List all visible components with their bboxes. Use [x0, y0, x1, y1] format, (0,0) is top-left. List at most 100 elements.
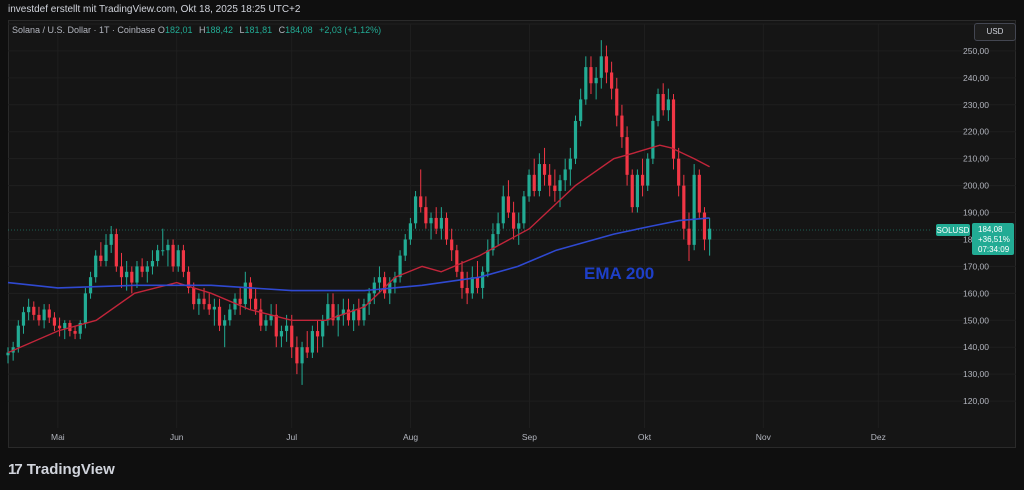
candle-body: [135, 266, 139, 283]
candle-body: [671, 99, 676, 159]
y-tick-label: 140,00: [963, 342, 989, 352]
candle-body: [145, 266, 149, 272]
candle-body: [78, 322, 82, 334]
candle-body: [73, 331, 77, 334]
price-tag: SOLUSD 184,08 +36,51% 07:34:09: [936, 223, 1014, 255]
candle-body: [692, 174, 696, 245]
candle-body: [413, 196, 418, 224]
tradingview-logo[interactable]: 17 TradingView: [8, 461, 115, 478]
candle-body: [202, 298, 206, 305]
candle-body: [279, 331, 284, 337]
candle-body: [548, 174, 552, 186]
candle-body: [27, 306, 31, 313]
candle-body: [542, 164, 547, 175]
candle-body: [63, 322, 67, 329]
y-tick-label: 120,00: [963, 396, 989, 406]
candle-body: [610, 72, 614, 89]
candle-body: [228, 309, 232, 321]
candle-body: [579, 99, 583, 121]
y-axis: 120,00130,00140,00150,00160,00170,00180,…: [963, 46, 989, 406]
candle-body: [465, 287, 469, 294]
x-tick-label: Mai: [51, 432, 65, 442]
candle-body: [537, 164, 541, 191]
candle-body: [16, 325, 20, 348]
candle-body: [615, 88, 619, 116]
candle-body: [367, 293, 371, 305]
candle-body: [181, 250, 186, 272]
candle-body: [434, 217, 438, 229]
top-bar: investdef erstellt mit TradingView.com, …: [0, 0, 1024, 20]
y-tick-label: 240,00: [963, 73, 989, 83]
candle-body: [130, 271, 134, 283]
candle-body: [362, 304, 366, 321]
candle-body: [88, 277, 93, 294]
candle-body: [269, 314, 273, 321]
candle-body: [383, 277, 387, 294]
candle-body: [254, 298, 258, 310]
candle-body: [398, 255, 402, 278]
candle-body: [470, 277, 474, 294]
candle-body: [419, 196, 423, 208]
candle-body: [284, 325, 289, 332]
candle-body: [264, 320, 268, 326]
x-tick-label: Okt: [638, 432, 652, 442]
y-tick-label: 190,00: [963, 208, 989, 218]
price-tag-box: [972, 223, 1014, 255]
candle-body: [594, 77, 598, 84]
candle-body: [274, 314, 278, 337]
close-value: 184,08: [285, 25, 313, 35]
candle-body: [496, 223, 500, 235]
candle-body: [52, 317, 57, 326]
candle-body: [352, 309, 356, 321]
candle-body: [651, 120, 655, 159]
candle-body: [326, 304, 330, 321]
y-tick-label: 130,00: [963, 369, 989, 379]
candle-body: [372, 282, 376, 294]
candle-body: [589, 67, 593, 84]
x-tick-label: Nov: [756, 432, 772, 442]
candle-body: [156, 250, 160, 262]
candle-body: [444, 217, 449, 240]
candle-body: [300, 347, 304, 364]
credit-text: investdef erstellt mit TradingView.com, …: [8, 4, 301, 15]
y-tick-label: 250,00: [963, 46, 989, 56]
price-tag-change: +36,51%: [978, 235, 1010, 244]
x-tick-label: Aug: [403, 432, 418, 442]
candle-body: [697, 174, 701, 213]
currency-button[interactable]: USD: [974, 23, 1016, 41]
x-tick-label: Sep: [522, 432, 537, 442]
candle-body: [94, 255, 98, 278]
candle-body: [176, 250, 180, 267]
candle-body: [99, 255, 103, 262]
candle-body: [186, 271, 191, 288]
candle-body: [321, 320, 325, 337]
candle-body: [104, 244, 108, 262]
x-tick-label: Jun: [170, 432, 184, 442]
ohlc-legend: Solana / U.S. Dollar · 1T · Coinbase O18…: [12, 25, 381, 35]
price-tag-price: 184,08: [978, 225, 1003, 234]
candle-body: [506, 196, 511, 213]
candle-body: [646, 158, 650, 186]
candle-body: [346, 309, 351, 321]
candle-body: [532, 174, 536, 191]
candle-body: [217, 306, 222, 326]
candle-body: [439, 217, 443, 229]
candle-body: [238, 298, 242, 305]
candle-body: [42, 309, 46, 321]
candle-body: [192, 287, 196, 305]
candle-body: [47, 309, 51, 318]
candle-body: [37, 314, 41, 321]
x-tick-label: Dez: [871, 432, 886, 442]
candle-body: [656, 94, 660, 121]
candle-body: [558, 180, 562, 191]
candle-body: [682, 185, 686, 229]
candle-body: [315, 331, 320, 337]
candle-body: [6, 352, 10, 356]
candle-body: [212, 306, 216, 310]
chart-panel[interactable]: [8, 20, 1016, 448]
candle-body: [197, 298, 201, 305]
candle-body: [661, 94, 665, 111]
candle-body: [403, 239, 407, 256]
price-tag-countdown: 07:34:09: [978, 245, 1010, 254]
